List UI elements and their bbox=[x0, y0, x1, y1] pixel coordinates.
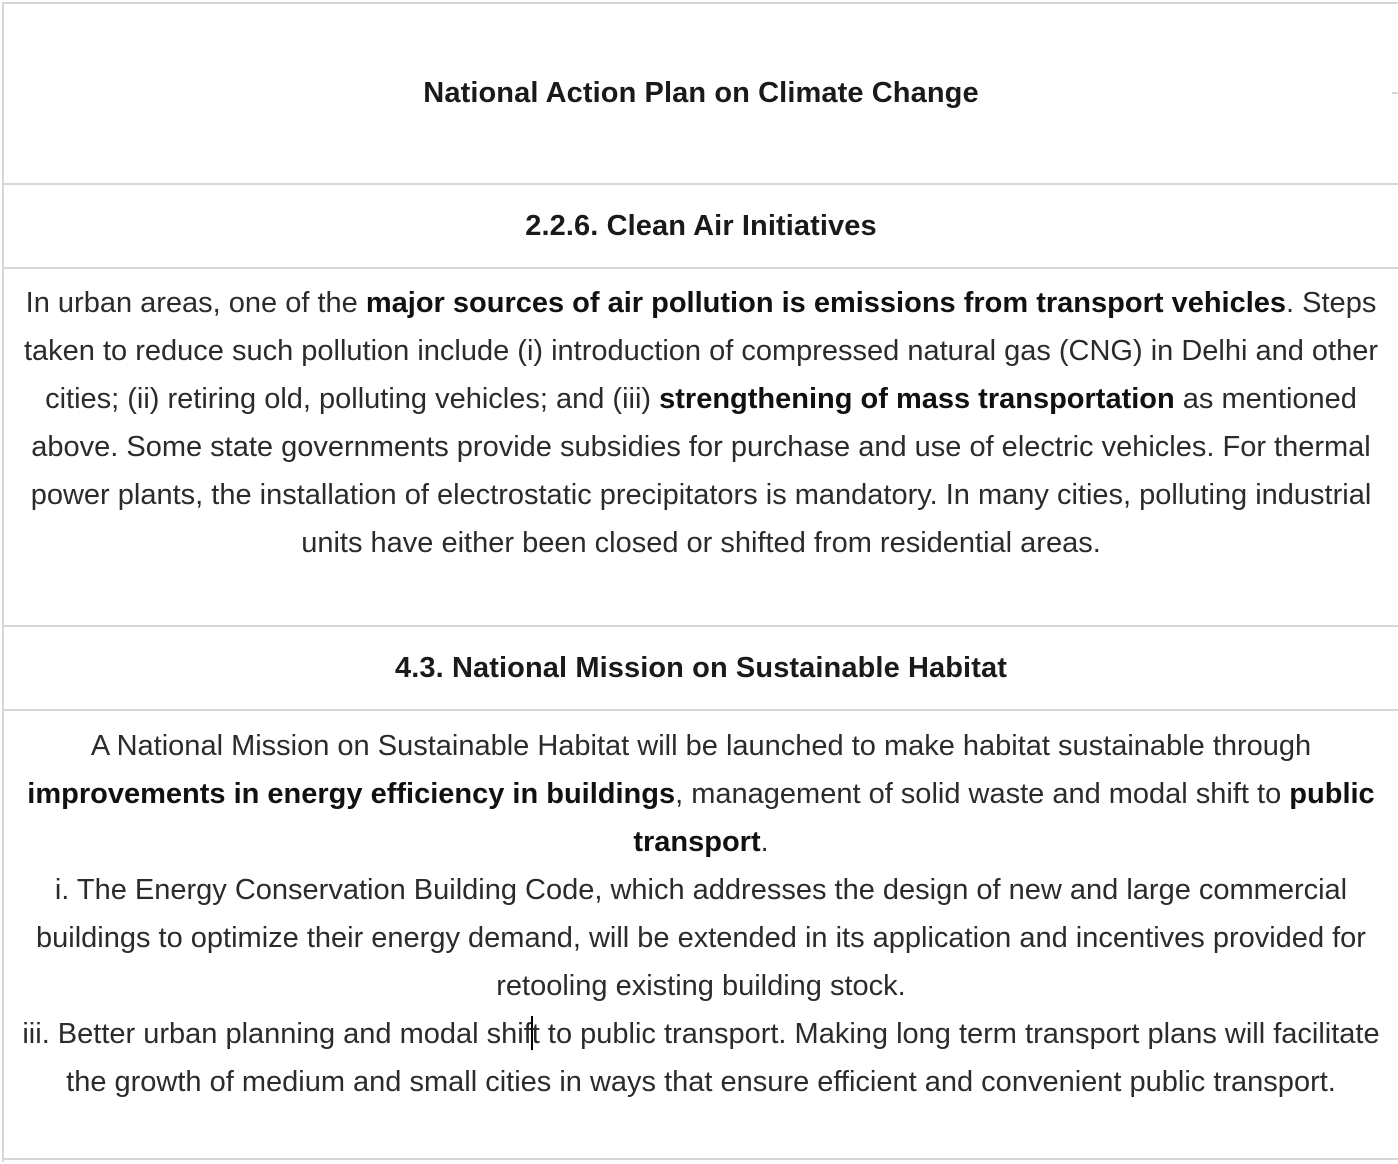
section1-text-c: as mentioned above. Some state governmen… bbox=[30, 383, 1372, 559]
section1-bold-a: major sources of air pollution is emissi… bbox=[365, 287, 1287, 319]
section1-bold-b: strengthening of mass transportation bbox=[659, 383, 1175, 415]
title-cell[interactable]: National Action Plan on Climate Change bbox=[4, 2, 1398, 183]
section1-text-b: . Steps taken to reduce such pollution i… bbox=[23, 287, 1379, 415]
section2-item-3-a: iii. Better urban planning and modal shi… bbox=[22, 1018, 532, 1050]
section2-bold-a: improvements in energy efficiency in bui… bbox=[27, 778, 676, 810]
section2-bold-b: public transport bbox=[633, 778, 1375, 858]
document-title: National Action Plan on Climate Change bbox=[423, 77, 979, 109]
section1-heading-cell[interactable]: 2.2.6. Clean Air Initiatives bbox=[4, 183, 1398, 267]
section2-item-3-b: t to public transport. Making long term … bbox=[66, 1018, 1380, 1098]
section2-text-a: A National Mission on Sustainable Habita… bbox=[90, 730, 1312, 762]
section2-heading: 4.3. National Mission on Sustainable Hab… bbox=[395, 651, 1007, 684]
section1-heading: 2.2.6. Clean Air Initiatives bbox=[525, 209, 877, 242]
section2-heading-cell[interactable]: 4.3. National Mission on Sustainable Hab… bbox=[4, 625, 1398, 709]
section2-paragraph: A National Mission on Sustainable Habita… bbox=[4, 711, 1398, 1106]
section1-body-cell[interactable]: In urban areas, one of the major sources… bbox=[4, 267, 1398, 625]
section2-text-b: , management of solid waste and modal sh… bbox=[675, 778, 1290, 810]
section2-item-1: i. The Energy Conservation Building Code… bbox=[36, 874, 1366, 1002]
section1-text-a: In urban areas, one of the bbox=[25, 287, 366, 319]
text-cursor bbox=[530, 1016, 533, 1050]
section2-body-cell[interactable]: A National Mission on Sustainable Habita… bbox=[4, 709, 1398, 1160]
section2-text-c: . bbox=[760, 826, 769, 858]
section1-paragraph: In urban areas, one of the major sources… bbox=[4, 269, 1398, 567]
adjacent-column-gridline bbox=[1392, 92, 1398, 94]
